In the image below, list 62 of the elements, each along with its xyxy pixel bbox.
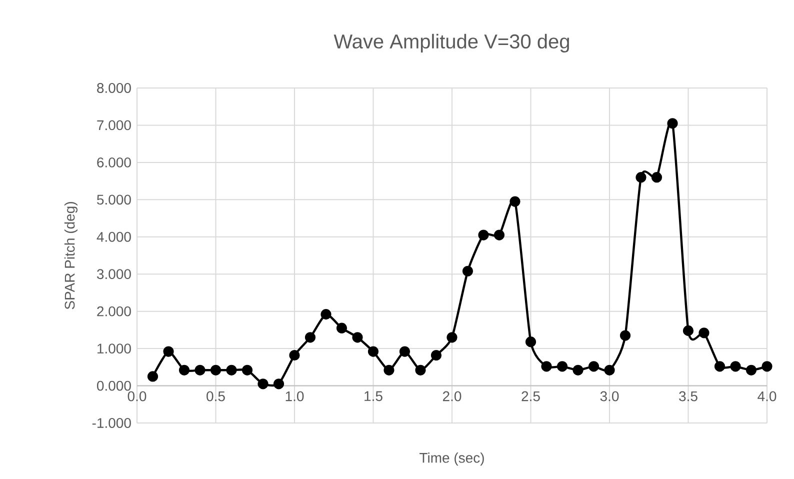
point: [242, 364, 253, 376]
y-tick-label: 4.000: [96, 232, 131, 242]
point: [667, 118, 678, 129]
x-tick-label: 1.5: [364, 391, 382, 402]
point: [588, 361, 600, 372]
point: [273, 378, 284, 390]
point: [226, 364, 237, 376]
x-tick-label: 3.0: [600, 391, 619, 402]
point: [163, 346, 174, 357]
point: [384, 364, 394, 376]
point: [494, 230, 505, 240]
x-tick-label: 3.5: [679, 391, 698, 402]
x-tick-label: 4.0: [758, 391, 776, 402]
point: [462, 266, 474, 276]
y-tick-label: -1.000: [92, 418, 131, 428]
point: [604, 364, 615, 376]
x-tick-label: 1.0: [286, 391, 304, 402]
x-tick-label: 2.0: [442, 391, 462, 402]
y-axis-title: SPAR Pitch (deg): [64, 202, 78, 310]
point: [762, 361, 772, 372]
point: [478, 230, 489, 240]
point: [336, 322, 348, 334]
point: [746, 364, 757, 376]
y-tick-label: 1.000: [98, 344, 131, 354]
y-tick-label: 2.000: [97, 306, 131, 316]
point: [415, 364, 426, 376]
x-tick-label: 0.5: [206, 391, 225, 402]
point: [399, 346, 410, 357]
point: [446, 332, 458, 343]
x-tick-label: 0.0: [128, 391, 146, 402]
point: [289, 350, 300, 361]
x-axis-title: Time (sec): [420, 452, 484, 466]
point: [556, 361, 568, 372]
point: [541, 361, 552, 372]
point: [636, 172, 646, 183]
point: [147, 371, 158, 382]
point: [651, 172, 662, 183]
y-tick-label: 7.000: [97, 120, 131, 130]
point: [194, 364, 206, 376]
point: [730, 361, 741, 372]
chart-title: Wave Amplitude V=30 deg: [334, 34, 569, 53]
point: [430, 350, 442, 361]
point: [525, 336, 536, 348]
point: [210, 364, 222, 376]
y-tick-label: 6.000: [97, 157, 131, 168]
point: [320, 309, 332, 320]
x-tick-label: 2.5: [522, 391, 540, 402]
point: [572, 364, 584, 376]
point: [698, 328, 710, 338]
point: [620, 330, 631, 341]
y-tick-label: 3.000: [96, 269, 131, 280]
y-tick-label: 8.000: [97, 83, 131, 93]
point: [368, 346, 379, 357]
point: [304, 332, 316, 343]
point: [682, 325, 694, 336]
point: [714, 361, 726, 372]
y-tick-label: 0.000: [96, 380, 131, 391]
point: [178, 364, 190, 376]
point: [258, 378, 268, 390]
point: [510, 196, 520, 207]
y-tick-label: 5.000: [97, 194, 131, 205]
point: [352, 332, 363, 343]
